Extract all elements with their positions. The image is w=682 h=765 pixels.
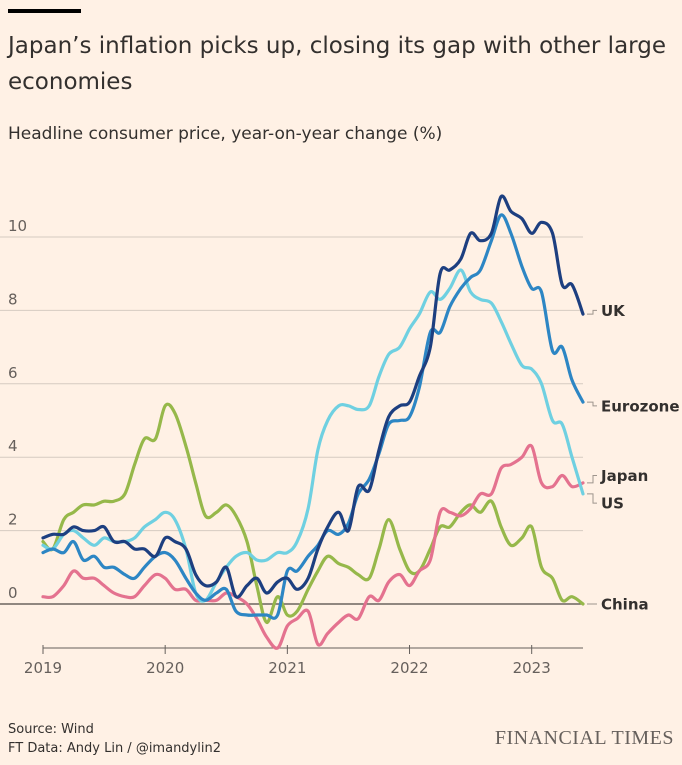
series-lines: [41, 194, 585, 650]
x-tick-label: 2019: [24, 659, 62, 677]
series-label-us: US: [587, 493, 624, 513]
label-leader: [587, 309, 597, 315]
series-label-uk: UK: [587, 302, 626, 320]
x-axis-tick-labels: 2019 2020 2021 2022 2023: [24, 645, 583, 677]
y-tick-label: 6: [8, 364, 18, 382]
label-text: Japan: [600, 467, 648, 485]
y-tick-label: 0: [8, 584, 18, 602]
y-tick-label: 10: [8, 217, 27, 235]
x-tick-label: 2022: [390, 659, 428, 677]
source-note: Source: Wind FT Data: Andy Lin / @imandy…: [8, 720, 221, 758]
series-line-us: [41, 268, 585, 603]
label-text: US: [601, 495, 624, 513]
ft-top-bar: [8, 9, 81, 13]
grid-lines: [0, 236, 583, 605]
source-text: Source: Wind: [8, 722, 94, 737]
series-line-china: [41, 402, 585, 625]
label-leader: [587, 401, 597, 407]
credit-text: FT Data: Andy Lin / @imandylin2: [8, 741, 221, 756]
y-tick-label: 2: [8, 511, 18, 529]
x-tick-label: 2020: [146, 659, 184, 677]
chart-title: Japan’s inflation picks up, closing its …: [8, 33, 666, 95]
ft-logo: FINANCIAL TIMES: [494, 727, 674, 749]
label-leader: [587, 493, 597, 504]
label-text: UK: [601, 302, 626, 320]
series-line-japan: [41, 443, 585, 650]
label-text: Eurozone: [601, 397, 680, 415]
series-label-china: China: [587, 596, 649, 614]
y-tick-label: 8: [8, 290, 18, 308]
series-line-eurozone: [41, 213, 585, 620]
chart-subtitle: Headline consumer price, year-on-year ch…: [8, 124, 443, 144]
label-text: China: [601, 596, 649, 614]
y-tick-label: 4: [8, 437, 18, 455]
label-leader: [587, 475, 597, 484]
series-labels: UK Eurozone US Japan China: [587, 302, 680, 614]
y-axis-tick-labels: 0 2 4 6 8 10: [8, 217, 27, 602]
x-tick-label: 2021: [268, 659, 306, 677]
series-label-eurozone: Eurozone: [587, 397, 680, 415]
series-label-japan: Japan: [587, 467, 648, 485]
series-line-uk: [41, 194, 585, 599]
x-tick-label: 2023: [513, 659, 551, 677]
